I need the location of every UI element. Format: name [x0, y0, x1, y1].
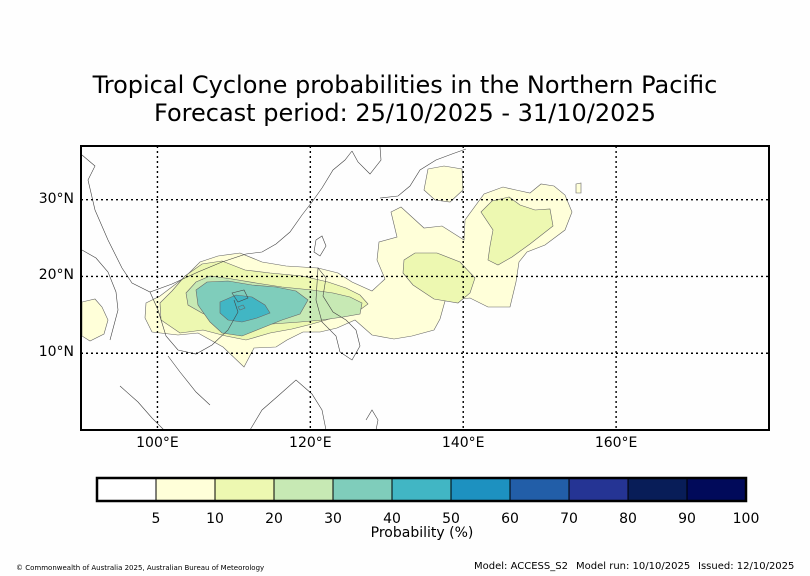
lat-tick-label: 10°N	[38, 344, 74, 361]
gridlines	[81, 146, 769, 430]
coast-indochina	[149, 291, 239, 406]
lon-tick-label: 160°E	[594, 435, 638, 451]
colorbar-bin-30-40	[332, 477, 393, 502]
model-name: Model: ACCESS_S2	[474, 561, 568, 572]
coast-korea	[351, 146, 382, 175]
colorbar-tick-label: 100	[732, 511, 760, 527]
colorbar-bin-0-5	[96, 477, 157, 502]
colorbar-tick-label: 80	[619, 511, 637, 527]
coastlines	[81, 146, 467, 431]
coast-sulawesi	[365, 409, 379, 431]
contour-10-20-central	[402, 252, 476, 304]
colorbar-tick-label: 60	[501, 511, 519, 527]
colorbar-tick-label: 70	[560, 511, 578, 527]
colorbar-bin-90-100	[686, 477, 747, 502]
colorbar-bin-70-80	[568, 477, 629, 502]
issued-date: Issued: 12/10/2025	[698, 561, 795, 572]
lon-tick-label: 140°E	[441, 435, 485, 451]
lat-tick-label: 20°N	[38, 267, 74, 284]
colorbar-frame	[95, 476, 748, 503]
colorbar-tick-label: 30	[324, 511, 342, 527]
colorbar-title: Probability (%)	[370, 525, 474, 541]
contour-5-10-north	[423, 165, 464, 203]
colorbar-tick-label: 5	[151, 511, 161, 527]
colorbar-bin-50-60	[450, 477, 511, 502]
colorbar-tick-label: 50	[442, 511, 460, 527]
colorbar-bin-5-10	[155, 477, 216, 502]
map-frame	[80, 145, 770, 431]
probability-contours	[81, 165, 582, 368]
contour-5-10-west	[81, 298, 109, 342]
contour-40-50	[219, 294, 271, 323]
coast-hainan	[231, 289, 249, 303]
coast-china	[81, 150, 353, 293]
colorbar-bin-80-90	[627, 477, 688, 502]
lon-tick-label: 100°E	[136, 435, 179, 451]
colorbar-bin-10-20	[214, 477, 275, 502]
contour-10-20-east	[480, 196, 554, 266]
lat-tick-label: 30°N	[38, 190, 74, 207]
coast-west-coast	[81, 249, 119, 341]
contour-5-10-islet	[575, 182, 582, 194]
chart-title-line-1: Tropical Cyclone probabilities in the No…	[92, 71, 718, 99]
coast-borneo	[249, 379, 327, 431]
colorbar-tick-label: 20	[265, 511, 283, 527]
coast-philippines	[315, 267, 361, 361]
lon-tick-label: 120°E	[289, 435, 332, 451]
colorbar-tick-label: 10	[206, 511, 224, 527]
colorbar-tick-label: 40	[383, 511, 401, 527]
colorbar	[95, 476, 748, 503]
coast-taiwan	[313, 235, 327, 257]
colorbar-bin-20-30	[273, 477, 334, 502]
colorbar-bin-40-50	[391, 477, 452, 502]
colorbar-bin-60-70	[509, 477, 570, 502]
coast-sumatra	[119, 385, 165, 431]
contour-40-50-speck	[237, 304, 246, 311]
model-run-date: Model run: 10/10/2025	[576, 561, 691, 572]
copyright-note: © Commonwealth of Australia 2025, Austra…	[16, 564, 265, 572]
chart-title-line-2: Forecast period: 25/10/2025 - 31/10/2025	[154, 99, 656, 127]
colorbar-tick-label: 90	[678, 511, 696, 527]
coast-japan	[379, 148, 467, 199]
